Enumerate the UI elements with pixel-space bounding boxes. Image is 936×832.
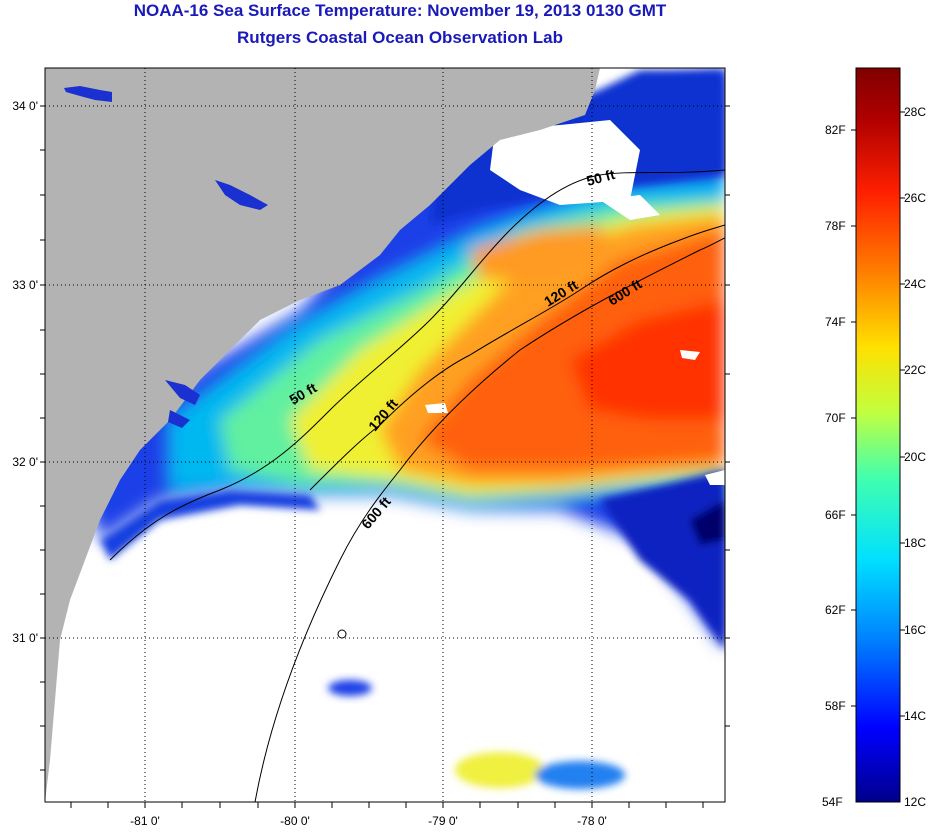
colorbar-c-label: 12C <box>904 795 927 809</box>
lat-label: 32 0' <box>12 455 38 469</box>
isobath-120ft <box>309 224 725 491</box>
isobath-label: 50 ft <box>585 166 617 189</box>
lat-label: 31 0' <box>12 631 38 645</box>
isobath-600ft <box>254 237 725 802</box>
colorbar-c-label: 14C <box>904 709 927 723</box>
land <box>45 68 600 802</box>
map-frame <box>40 67 730 808</box>
colorbar <box>855 67 901 803</box>
colorbar-c-label: 18C <box>904 536 927 550</box>
lon-label: -78 0' <box>577 814 607 828</box>
colorbar-ticks <box>851 111 905 717</box>
gridlines <box>45 68 725 802</box>
isobath-50ft <box>109 169 725 561</box>
colorbar-c-label: 24C <box>904 277 927 291</box>
colorbar-f-label: 74F <box>825 315 846 329</box>
colorbar-c-label: 20C <box>904 450 927 464</box>
colorbar-c-label: 26C <box>904 191 927 205</box>
cloud-patches <box>425 120 725 485</box>
sst-field <box>80 70 725 650</box>
tick-marks <box>40 105 730 808</box>
lon-label: -80 0' <box>280 814 310 828</box>
map-title: NOAA-16 Sea Surface Temperature: Novembe… <box>133 1 667 20</box>
map-subtitle: Rutgers Coastal Ocean Observation Lab <box>237 28 563 47</box>
colorbar-f-label: 58F <box>825 699 846 713</box>
colorbar-f-label: 66F <box>825 508 846 522</box>
colorbar-c-label: 16C <box>904 623 927 637</box>
colorbar-f-label: 78F <box>825 219 846 233</box>
colorbar-c-label: 28C <box>904 105 927 119</box>
lon-label: -81 0' <box>130 814 160 828</box>
colorbar-f-label: 82F <box>825 123 846 137</box>
lat-label: 34 0' <box>12 99 38 113</box>
colorbar-f-label: 54F <box>822 795 843 809</box>
isobath-contours <box>109 169 725 802</box>
colorbar-f-label: 70F <box>825 411 846 425</box>
lat-label: 33 0' <box>12 278 38 292</box>
estuaries <box>64 86 268 428</box>
lon-label: -79 0' <box>428 814 458 828</box>
map-area: 50 ft 50 ft 120 ft 120 ft 600 ft 600 ft <box>45 68 725 802</box>
colorbar-f-label: 62F <box>825 603 846 617</box>
colorbar-c-label: 22C <box>904 363 927 377</box>
